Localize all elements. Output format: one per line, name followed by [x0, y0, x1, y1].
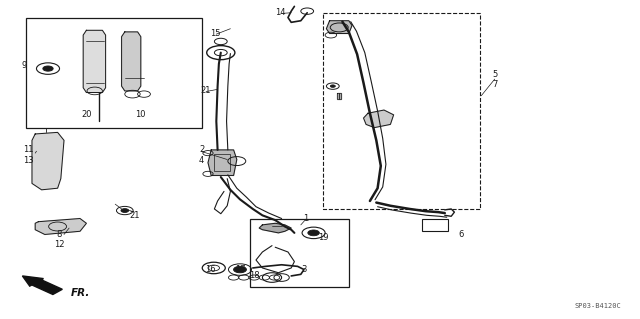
- Text: SP03-B4120C: SP03-B4120C: [574, 303, 621, 309]
- Polygon shape: [32, 132, 64, 190]
- Polygon shape: [208, 150, 237, 175]
- Circle shape: [330, 85, 335, 87]
- Bar: [26, 18, 202, 128]
- Polygon shape: [83, 30, 106, 93]
- Text: 4: 4: [199, 156, 204, 165]
- Polygon shape: [364, 110, 394, 128]
- Text: 20: 20: [81, 110, 92, 119]
- Text: 6: 6: [458, 230, 463, 239]
- Polygon shape: [35, 219, 86, 234]
- Text: 10: 10: [136, 110, 146, 119]
- Circle shape: [308, 230, 319, 236]
- Bar: [323, 13, 480, 209]
- Text: 3: 3: [301, 265, 307, 274]
- Text: 15: 15: [211, 29, 221, 38]
- Circle shape: [234, 266, 246, 273]
- Text: 9: 9: [21, 61, 26, 70]
- Text: 11: 11: [23, 145, 33, 154]
- Text: 18: 18: [250, 271, 260, 280]
- Text: 14: 14: [275, 8, 285, 17]
- Text: 17: 17: [235, 265, 245, 274]
- Polygon shape: [326, 21, 352, 33]
- Text: 12: 12: [54, 240, 65, 249]
- Polygon shape: [259, 223, 291, 233]
- Text: 19: 19: [318, 233, 328, 242]
- Bar: [214, 154, 230, 171]
- Text: 1: 1: [303, 214, 308, 223]
- Text: 7: 7: [492, 80, 497, 89]
- Circle shape: [43, 66, 53, 71]
- Text: 13: 13: [23, 156, 33, 165]
- FancyArrow shape: [22, 276, 62, 294]
- Polygon shape: [122, 32, 141, 91]
- Polygon shape: [337, 93, 341, 99]
- Text: 16: 16: [205, 265, 215, 274]
- Text: 21: 21: [201, 86, 211, 95]
- Text: FR.: FR.: [70, 288, 90, 299]
- Text: 2: 2: [199, 145, 204, 154]
- Circle shape: [121, 209, 129, 212]
- Text: 5: 5: [492, 70, 497, 79]
- Bar: [250, 219, 349, 287]
- Text: 21: 21: [129, 211, 140, 220]
- Text: 8: 8: [57, 230, 62, 239]
- Bar: [422, 219, 448, 231]
